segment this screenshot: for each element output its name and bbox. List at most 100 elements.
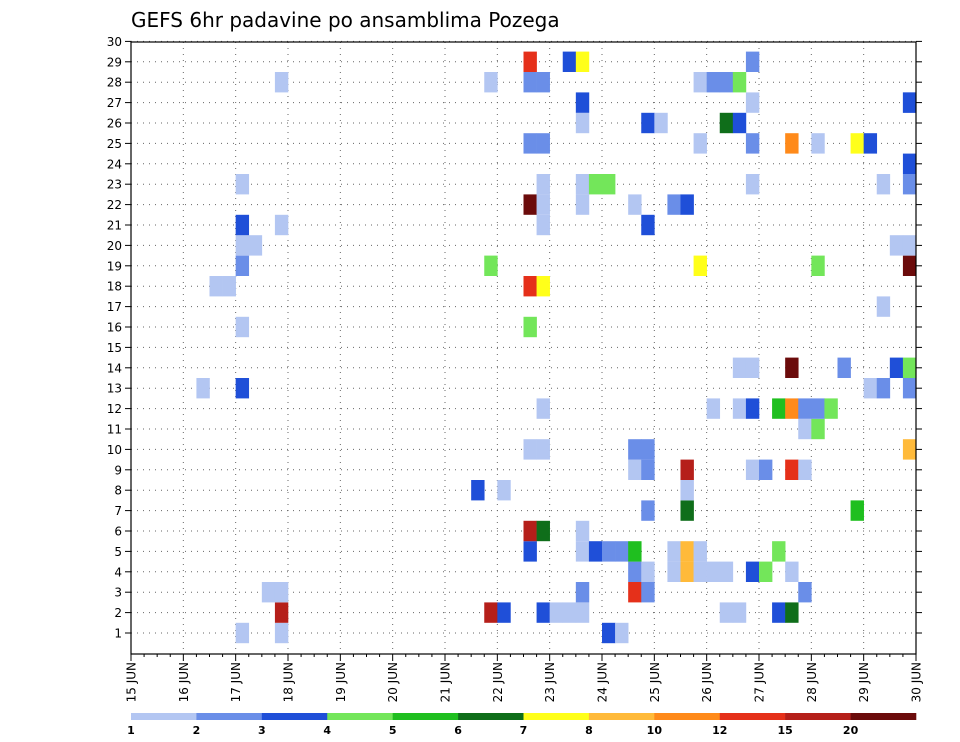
precip-cell [641, 582, 655, 603]
precip-cell [628, 561, 642, 582]
precip-cell [719, 112, 734, 134]
colorbar-swatch [196, 713, 263, 720]
colorbar-level-label: 10 [647, 724, 663, 737]
precip-cell [706, 72, 721, 93]
precip-cell [536, 520, 550, 542]
precip-cell [732, 398, 747, 419]
y-tick-label: 8 [114, 484, 122, 498]
precip-cell [732, 602, 747, 623]
colorbar-swatch [785, 713, 851, 720]
precip-cell [196, 378, 210, 399]
x-tick-label: 26 JUN [700, 662, 714, 702]
precip-cell [654, 112, 668, 134]
precip-cell [575, 520, 590, 542]
precip-cell [785, 602, 799, 623]
precip-cell [719, 72, 734, 93]
precip-cell [575, 92, 590, 113]
precip-cell [615, 541, 629, 562]
y-tick-label: 22 [107, 198, 122, 212]
precip-cell [693, 561, 707, 582]
x-axis-ticks: 15 JUN 16 JUN 17 JUN 18 JUN 19 JUN 20 JUN 21 J… [125, 654, 924, 702]
colorbar-level-label: 7 [520, 724, 528, 737]
precip-cell [523, 439, 537, 460]
precip-cell [523, 276, 537, 297]
y-tick-label: 17 [107, 300, 122, 314]
y-tick-label: 27 [107, 96, 122, 110]
y-tick-label: 23 [107, 178, 122, 192]
precip-cell [745, 561, 760, 582]
y-tick-label: 11 [107, 423, 122, 437]
precip-cell [902, 439, 917, 460]
precip-cell [745, 398, 760, 419]
colorbar-level-label: 15 [778, 724, 793, 737]
precip-cell [588, 174, 603, 195]
y-axis-ticks: 1234567891011121314151617181920212223242… [107, 35, 922, 641]
precip-cell [274, 72, 289, 93]
precip-cell [523, 194, 537, 215]
y-tick-label: 4 [114, 565, 122, 579]
colorbar-level-label: 20 [843, 724, 859, 737]
precip-cell [628, 439, 642, 460]
precip-cell [902, 174, 917, 195]
y-tick-label: 14 [107, 361, 122, 375]
precip-cell [523, 520, 537, 542]
y-tick-label: 5 [114, 545, 122, 559]
x-tick-label: 27 JUN [753, 662, 767, 702]
precip-cell [785, 561, 799, 582]
colorbar-swatch [261, 713, 328, 720]
y-tick-label: 21 [107, 219, 122, 233]
precip-cell [863, 378, 878, 399]
y-tick-label: 28 [107, 76, 122, 90]
y-tick-label: 13 [107, 382, 122, 396]
colorbar-level-label: 3 [258, 724, 266, 737]
precip-cell [706, 561, 721, 582]
precip-cell [850, 500, 864, 521]
colorbar-swatch [719, 713, 786, 720]
y-tick-label: 3 [114, 586, 122, 600]
colorbar-legend: 1 2 3 4 5 6 7 8 10 12 15 20 [127, 713, 917, 737]
precip-cell [732, 72, 747, 93]
precip-cell [772, 602, 786, 623]
precip-cell [719, 561, 734, 582]
precip-cell [745, 459, 760, 480]
x-tick-label: 18 JUN [282, 662, 296, 702]
precip-cell [680, 480, 694, 501]
precip-cell [680, 541, 694, 562]
precip-cell [523, 316, 537, 338]
data-cells [196, 51, 917, 644]
y-tick-label: 10 [107, 443, 122, 457]
precip-cell [484, 602, 498, 623]
precip-cell [575, 112, 590, 134]
y-tick-label: 20 [107, 239, 122, 253]
y-tick-label: 2 [114, 606, 122, 620]
x-tick-label: 23 JUN [543, 662, 557, 702]
y-tick-label: 25 [107, 137, 122, 151]
precip-cell [641, 459, 655, 480]
precip-cell [222, 276, 236, 297]
precip-cell [863, 133, 878, 154]
precip-cell [536, 194, 550, 215]
precip-cell [680, 459, 694, 480]
precip-cell [680, 561, 694, 582]
precip-cell [745, 51, 760, 72]
precip-cell [562, 51, 577, 72]
precip-cell [602, 174, 616, 195]
colorbar-swatch [458, 713, 524, 720]
y-tick-label: 18 [107, 280, 122, 294]
precip-cell [902, 255, 917, 276]
precip-cell [536, 439, 550, 460]
x-tick-label: 20 JUN [386, 662, 400, 702]
precip-cell [549, 602, 564, 623]
colorbar-swatch [131, 713, 197, 720]
colorbar-level-label: 12 [712, 724, 727, 737]
colorbar-level-label: 5 [389, 724, 397, 737]
precip-cell [772, 541, 786, 562]
y-tick-label: 16 [107, 321, 122, 335]
precip-cell [523, 72, 537, 93]
colorbar-level-label: 1 [127, 724, 135, 737]
precip-cell [235, 255, 250, 276]
precip-cell [628, 459, 642, 480]
x-tick-label: 25 JUN [648, 662, 662, 702]
precip-cell [497, 480, 511, 501]
